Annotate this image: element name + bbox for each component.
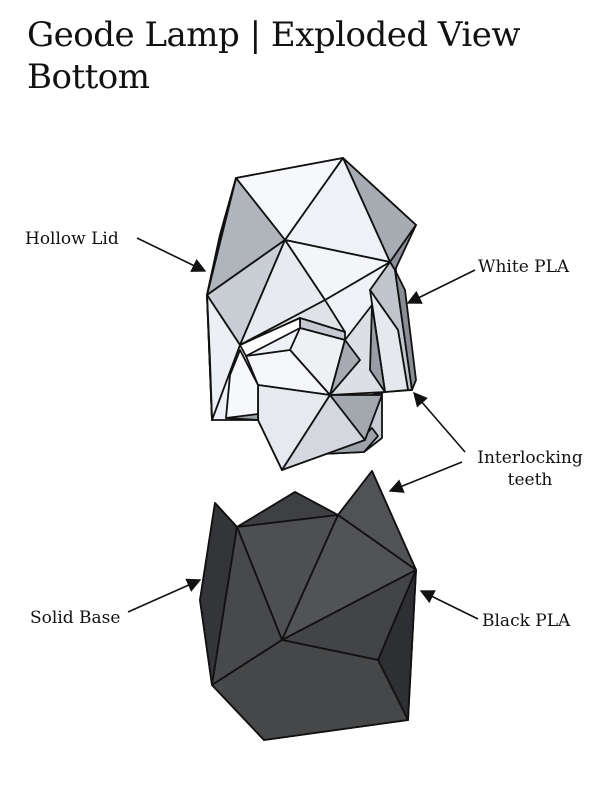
title-line-2: Bottom — [27, 57, 150, 97]
hollow-lid-label: Hollow Lid — [25, 229, 119, 249]
interlocking-teeth-line-1: Interlocking — [477, 448, 583, 468]
hollow-lid-arrow — [136, 237, 207, 272]
hollow-lid-part — [206, 157, 417, 471]
interlocking-teeth-line-2: teeth — [507, 470, 553, 490]
solid-base-part — [199, 470, 417, 741]
solid-base-arrow — [127, 578, 202, 613]
interlocking-teeth-label: Interlocking teeth — [468, 447, 592, 491]
title-line-1: Geode Lamp | Exploded View — [27, 15, 520, 55]
page-title: Geode Lamp | Exploded View Bottom — [27, 14, 520, 98]
white-pla-label: White PLA — [478, 257, 570, 277]
black-pla-label: Black PLA — [482, 611, 571, 631]
teeth-arrow-upper — [413, 391, 466, 453]
black-pla-arrow — [419, 590, 479, 620]
solid-base-label: Solid Base — [30, 608, 121, 628]
teeth-arrow-lower — [388, 461, 463, 493]
white-pla-arrow — [406, 269, 476, 304]
